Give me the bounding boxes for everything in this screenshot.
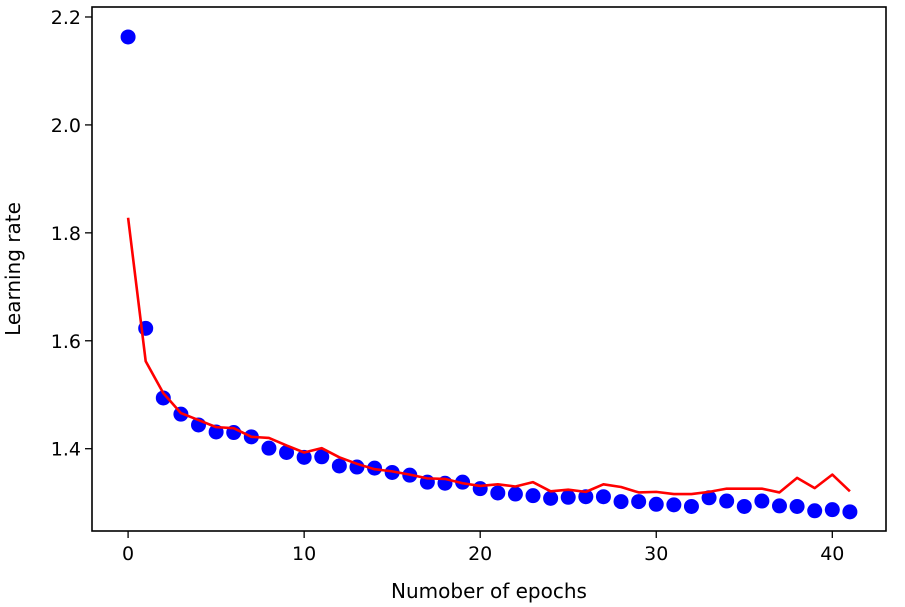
data-point <box>771 498 787 514</box>
y-tick-label: 1.6 <box>51 331 81 353</box>
data-point <box>666 497 682 513</box>
data-point <box>261 440 277 456</box>
data-point <box>807 503 823 519</box>
y-axis-ticks: 1.4 1.6 1.8 2.0 2.2 <box>51 7 92 461</box>
data-point <box>543 490 559 506</box>
data-point <box>719 493 735 509</box>
x-axis-ticks: 0 10 20 30 40 <box>122 531 844 565</box>
x-tick-label: 10 <box>292 543 316 565</box>
data-point <box>613 494 629 510</box>
data-point <box>789 498 805 514</box>
y-tick-label: 1.4 <box>51 439 81 461</box>
data-point <box>631 494 647 510</box>
data-point <box>314 449 330 465</box>
data-point <box>578 489 594 505</box>
data-point <box>701 490 717 506</box>
data-point <box>736 498 752 514</box>
y-axis-label: Learning rate <box>1 202 25 336</box>
x-tick-label: 0 <box>122 543 134 565</box>
data-point <box>507 486 523 502</box>
data-point <box>648 496 664 512</box>
data-point <box>560 489 576 505</box>
x-tick-label: 20 <box>468 543 492 565</box>
y-tick-label: 1.8 <box>51 223 81 245</box>
data-point <box>296 449 312 465</box>
data-point <box>155 390 171 406</box>
y-tick-label: 2.0 <box>51 115 81 137</box>
x-tick-label: 30 <box>644 543 668 565</box>
data-point <box>824 502 840 518</box>
data-point <box>472 481 488 497</box>
data-point <box>754 493 770 509</box>
x-tick-label: 40 <box>820 543 844 565</box>
data-point <box>331 458 347 474</box>
data-point <box>683 498 699 514</box>
trend-line <box>126 217 851 496</box>
data-point <box>842 504 858 520</box>
axes-frame <box>91 6 887 532</box>
data-point <box>120 29 136 45</box>
data-point <box>490 485 506 501</box>
x-axis-label: Numober of epochs <box>391 579 587 603</box>
data-point <box>595 489 611 505</box>
plot-area <box>120 29 858 520</box>
data-point <box>525 488 541 504</box>
data-point <box>279 444 295 460</box>
y-tick-label: 2.2 <box>51 7 81 29</box>
